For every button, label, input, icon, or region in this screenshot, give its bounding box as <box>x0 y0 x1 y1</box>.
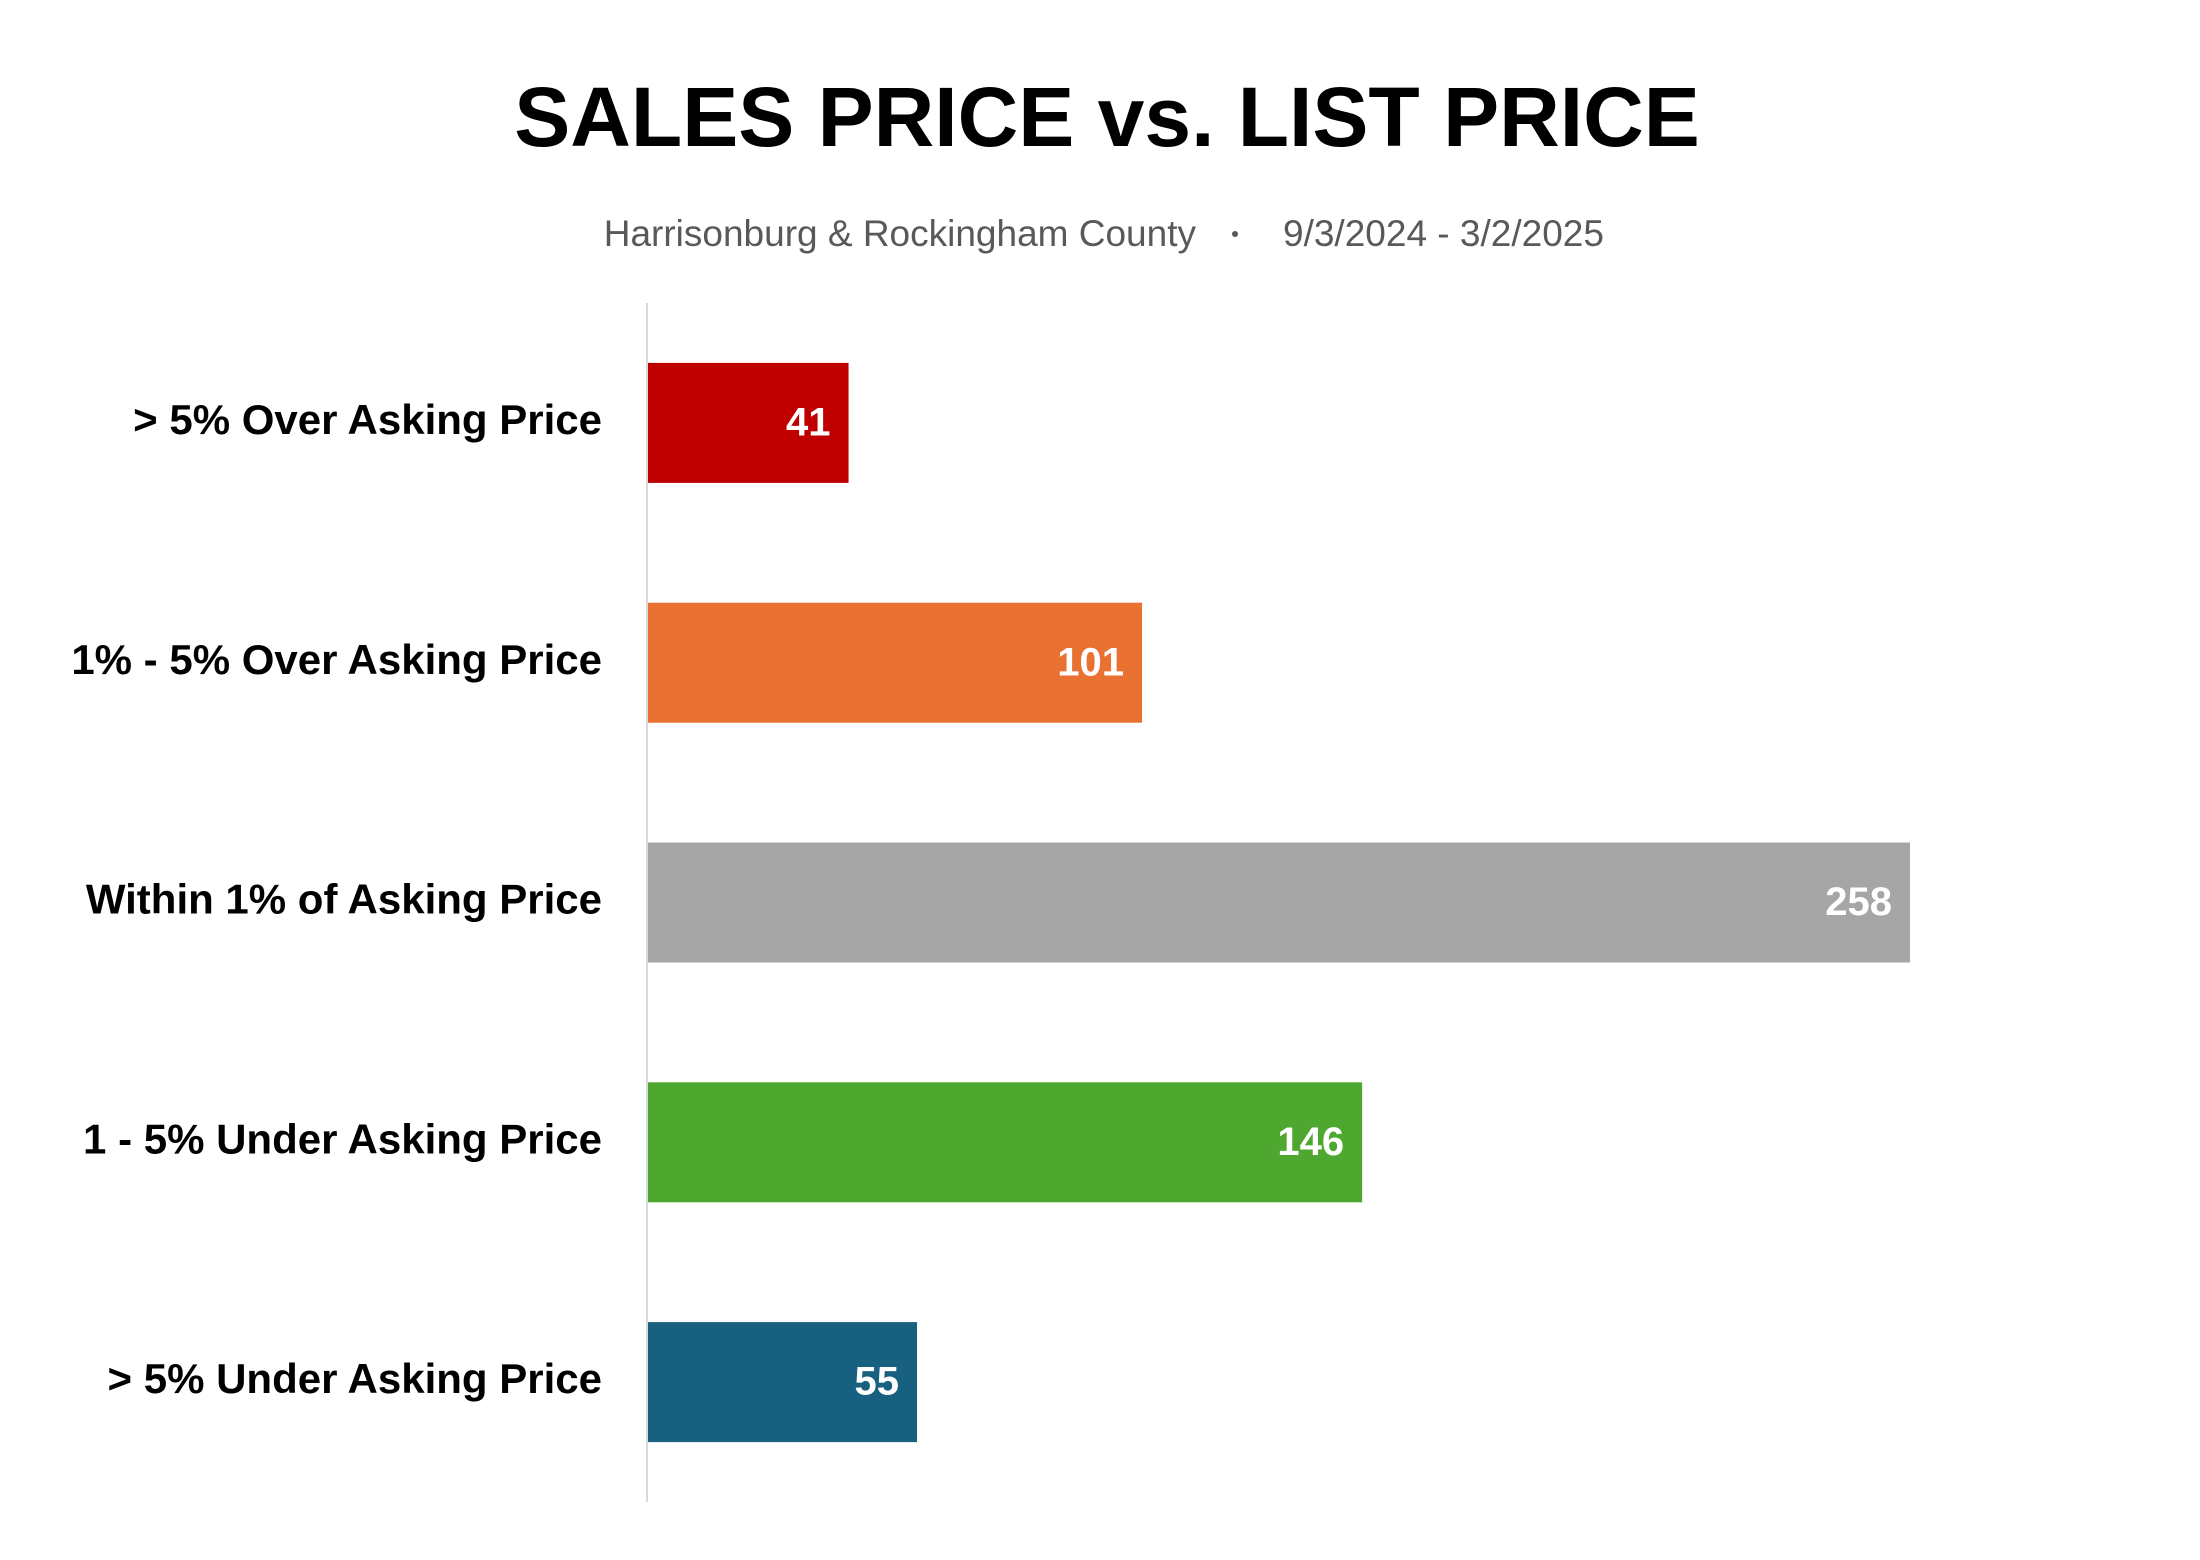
y-tick-label: 1% - 5% Over Asking Price <box>71 636 602 683</box>
bar <box>648 602 1143 723</box>
data-label: 258 <box>1825 880 1892 924</box>
data-label: 101 <box>1057 640 1124 684</box>
y-tick-label: Within 1% of Asking Price <box>86 876 602 923</box>
chart-subtitle: Harrisonburg & Rockingham County <box>604 213 1197 254</box>
bar <box>648 1322 918 1443</box>
bar <box>648 1082 1363 1203</box>
data-label: 41 <box>786 400 831 444</box>
bar <box>648 362 849 483</box>
date-range: 9/3/2024 - 3/2/2025 <box>1283 213 1604 254</box>
data-label: 55 <box>855 1360 900 1404</box>
data-label: 146 <box>1277 1120 1344 1164</box>
y-tick-label: 1 - 5% Under Asking Price <box>83 1115 602 1162</box>
y-tick-label: > 5% Under Asking Price <box>108 1355 602 1402</box>
bar <box>648 842 1910 963</box>
separator-dot <box>1232 231 1238 237</box>
chart-title: SALES PRICE vs. LIST PRICE <box>514 70 1700 164</box>
y-tick-label: > 5% Over Asking Price <box>133 396 602 443</box>
